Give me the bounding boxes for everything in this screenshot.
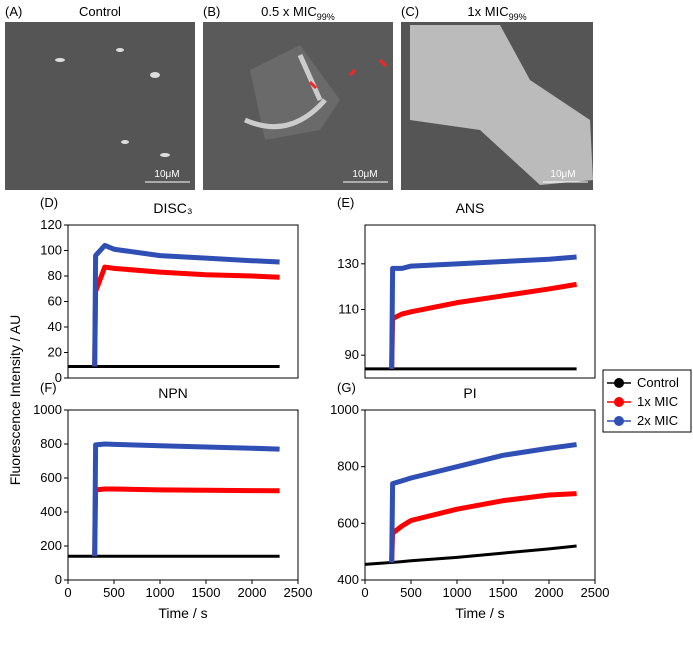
panel-label: (F)	[40, 380, 57, 395]
series-line	[92, 242, 280, 367]
panel-label: (C)	[401, 4, 419, 19]
panel-label: (A)	[5, 4, 22, 19]
series-line	[364, 544, 577, 566]
series-line	[92, 264, 280, 367]
panel-label: (E)	[337, 195, 354, 210]
cells	[243, 53, 327, 130]
series-line	[389, 254, 577, 369]
x-tick-label: 2500	[284, 585, 313, 600]
x-tick-label: 500	[103, 585, 125, 600]
x-tick-label: 0	[361, 585, 368, 600]
x-tick-label: 2000	[535, 585, 564, 600]
x-tick-label: 1500	[192, 585, 221, 600]
series-line	[92, 486, 280, 557]
y-tick-label: 80	[48, 268, 62, 283]
debris	[410, 25, 593, 185]
y-tick-label: 20	[48, 345, 62, 360]
y-axis-title: Fluorescence Intensity / AU	[7, 315, 23, 485]
micrograph-b	[203, 22, 393, 190]
y-tick-label: 110	[338, 301, 359, 316]
micrograph-image	[5, 22, 195, 190]
scale-bar-label: 10μM	[154, 169, 179, 180]
caption-sub: 99%	[509, 12, 527, 22]
cell	[160, 153, 170, 157]
y-tick-label: 120	[40, 217, 62, 232]
y-tick-label: 1000	[330, 402, 359, 417]
y-tick-label: 200	[40, 538, 62, 553]
x-tick-label: 500	[400, 585, 422, 600]
caption-text: 0.5 x MIC	[261, 4, 317, 19]
cell	[150, 72, 160, 78]
plot-frame	[364, 224, 596, 379]
membrane-patch	[250, 45, 340, 140]
y-tick-label: 40	[48, 319, 62, 334]
scale-bar-label: 10μM	[352, 169, 377, 180]
cell	[116, 48, 124, 52]
panel-label: (D)	[40, 195, 58, 210]
x-tick-label: 0	[64, 585, 71, 600]
arrows	[308, 58, 388, 90]
y-tick-label: 1000	[33, 402, 62, 417]
y-tick-label: 90	[345, 347, 359, 362]
y-tick-label: 130	[337, 256, 359, 271]
series-line	[92, 441, 280, 557]
legend-marker	[614, 397, 624, 407]
x-axis-title: Time / s	[158, 605, 207, 621]
caption-text: 1x MIC	[467, 4, 508, 19]
y-tick-label: 600	[40, 470, 62, 485]
x-tick-label: 1500	[489, 585, 518, 600]
x-axis-title: Time / s	[455, 605, 504, 621]
panel-label: (B)	[203, 4, 220, 19]
plot-frame	[67, 409, 299, 581]
y-tick-label: 0	[55, 370, 62, 385]
series-line	[389, 442, 577, 563]
scale-bar-label: 10μM	[550, 169, 575, 180]
plot-frame	[364, 409, 596, 581]
micrograph-a	[5, 22, 195, 190]
y-tick-label: 100	[40, 243, 62, 258]
legend-label: 1x MIC	[637, 394, 678, 409]
chart-title: NPN	[158, 385, 188, 401]
y-tick-label: 0	[55, 572, 62, 587]
panel-label: (G)	[337, 380, 356, 395]
series-line	[389, 491, 577, 563]
legend-label: 2x MIC	[637, 413, 678, 428]
y-tick-label: 600	[337, 515, 359, 530]
caption-text: Control	[79, 4, 121, 19]
series-line	[389, 281, 578, 369]
x-tick-label: 2500	[581, 585, 610, 600]
cell	[121, 140, 129, 144]
caption-sub: 99%	[317, 12, 335, 22]
y-tick-label: 400	[40, 504, 62, 519]
panel-caption: 0.5 x MIC99%	[261, 4, 335, 22]
cell	[55, 58, 65, 62]
y-tick-label: 800	[40, 436, 62, 451]
panel-caption: 1x MIC99%	[467, 4, 526, 22]
chart-title: ANS	[456, 200, 485, 216]
y-tick-label: 400	[337, 572, 359, 587]
legend-marker	[614, 378, 624, 388]
chart-title: DISC₃	[153, 200, 192, 216]
legend-marker	[614, 416, 624, 426]
y-tick-label: 60	[48, 294, 62, 309]
panel-caption: Control	[79, 4, 121, 19]
chart-title: PI	[463, 385, 476, 401]
x-tick-label: 1000	[146, 585, 175, 600]
x-tick-label: 2000	[238, 585, 267, 600]
micrograph-c	[401, 22, 593, 190]
legend-label: Control	[637, 375, 679, 390]
y-tick-label: 800	[337, 459, 359, 474]
x-tick-label: 1000	[443, 585, 472, 600]
